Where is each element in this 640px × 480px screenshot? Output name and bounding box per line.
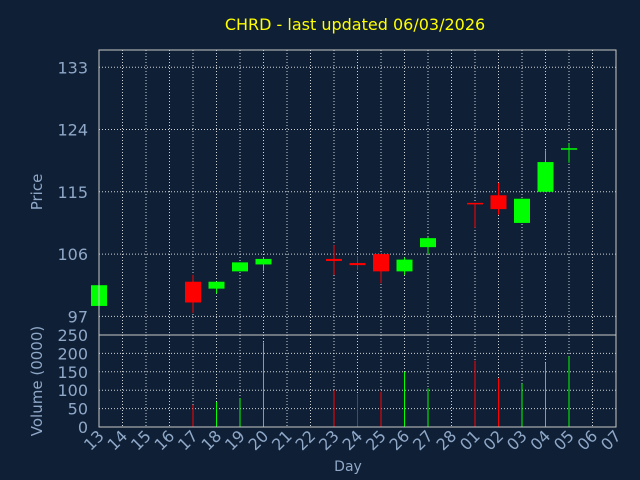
price-axis-label: Price (28, 174, 46, 211)
candle (514, 198, 530, 223)
candles (91, 143, 577, 313)
candle (255, 257, 272, 272)
candle-body (208, 281, 225, 289)
volume-panel-frame (98, 334, 617, 428)
candle (561, 143, 577, 163)
candle (420, 236, 436, 255)
candle (185, 274, 201, 313)
volume-tick-label: 200 (57, 344, 88, 363)
candle-body (396, 259, 413, 272)
candle-body (255, 258, 272, 265)
volume-tick-label: 250 (57, 326, 88, 345)
chart-title: CHRD - last updated 06/03/2026 (225, 15, 485, 34)
x-tick-labels: 1314151617181920212223242526272801020304… (80, 426, 625, 454)
candle (396, 257, 413, 275)
x-axis-label: Day (334, 459, 362, 475)
x-tick-label: 07 (597, 426, 625, 454)
candle-body (537, 162, 554, 192)
price-tick-label: 97 (68, 307, 88, 326)
candle (467, 202, 483, 228)
candle-body (373, 254, 389, 272)
price-tick-label: 115 (57, 183, 88, 202)
price-tick-label: 124 (57, 121, 88, 140)
price-tick-label: 106 (57, 245, 88, 264)
candle (373, 254, 389, 284)
candle (537, 150, 554, 192)
candle (326, 245, 342, 275)
candle-body (490, 195, 507, 210)
candle (490, 182, 507, 215)
candle-body (232, 262, 248, 272)
candle (349, 256, 366, 270)
candle-body (420, 238, 436, 248)
candle-body (467, 202, 483, 205)
candle-body (185, 281, 201, 303)
volume-tick-label: 0 (78, 418, 88, 437)
candle (232, 262, 248, 272)
price-tick-label: 133 (57, 58, 88, 77)
volume-tick-label: 50 (68, 400, 88, 419)
volume-tick-label: 100 (57, 381, 88, 400)
candle (208, 281, 225, 294)
volume-tick-label: 150 (57, 363, 88, 382)
volume-bars (192, 342, 570, 427)
candle-body (514, 198, 530, 223)
candle-body (349, 263, 366, 266)
price-tick-labels: 97 106 115 124 133 (57, 58, 88, 326)
candle-body (561, 148, 577, 150)
price-grid (99, 50, 616, 335)
volume-axis-label: Volume (0000) (28, 326, 46, 436)
candle-body (326, 258, 342, 261)
